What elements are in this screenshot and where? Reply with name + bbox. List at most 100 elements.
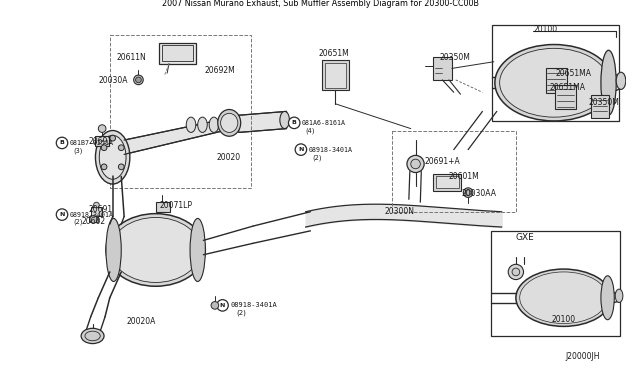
Text: B: B [292,121,296,125]
Bar [433,173,461,191]
Text: 081B7-0251A: 081B7-0251A [70,140,114,146]
Ellipse shape [198,117,207,132]
Circle shape [56,137,68,149]
Bar [324,62,346,87]
Ellipse shape [615,289,623,302]
Bar [322,60,349,90]
Text: N: N [60,212,65,217]
Text: J20000JH: J20000JH [566,353,600,362]
Circle shape [134,75,143,85]
Circle shape [512,268,520,276]
Text: 081A6-8161A: 081A6-8161A [302,120,346,126]
Bar [159,43,196,64]
Text: 20020A: 20020A [126,317,156,326]
Text: 08918-3401A: 08918-3401A [70,212,114,218]
Bar [555,85,576,109]
Text: 08918-3401A: 08918-3401A [308,147,353,153]
Circle shape [136,77,141,83]
Ellipse shape [601,276,614,320]
Text: 20030AA: 20030AA [461,189,497,198]
Text: 20602: 20602 [81,217,105,226]
Text: 20692M: 20692M [204,66,235,75]
Circle shape [407,155,424,173]
Text: N: N [298,147,303,152]
Circle shape [411,159,420,169]
Text: 20691: 20691 [89,138,113,147]
Circle shape [508,264,524,280]
Text: 20651MA: 20651MA [549,83,586,92]
Text: 20691+A: 20691+A [424,157,460,166]
Ellipse shape [209,117,219,132]
Ellipse shape [190,218,205,282]
Ellipse shape [616,72,626,89]
Text: 20691: 20691 [89,205,113,214]
Polygon shape [124,119,252,154]
Text: 2007 Nissan Murano Exhaust, Sub Muffler Assembly Diagram for 20300-CC00B: 2007 Nissan Murano Exhaust, Sub Muffler … [161,0,479,8]
Text: B: B [60,141,65,145]
Circle shape [289,117,300,129]
Text: 20651MA: 20651MA [555,69,591,78]
Bar [110,35,252,188]
Text: 20071LP: 20071LP [159,201,193,209]
Ellipse shape [218,109,241,136]
Text: N: N [220,303,225,308]
Text: 20601M: 20601M [449,172,480,181]
Circle shape [99,125,106,132]
Bar [436,176,458,188]
Text: 20300N: 20300N [385,207,415,216]
Ellipse shape [95,131,130,184]
Ellipse shape [500,48,609,117]
Text: GXE: GXE [516,233,534,242]
Text: (2): (2) [74,219,83,225]
Ellipse shape [221,113,238,132]
Circle shape [56,209,68,220]
Ellipse shape [85,331,100,341]
Ellipse shape [495,45,613,121]
Text: 20350M: 20350M [589,98,620,107]
Circle shape [465,190,471,196]
Ellipse shape [106,214,205,286]
Circle shape [101,164,107,170]
Ellipse shape [106,218,121,282]
Text: (4): (4) [306,127,315,134]
Text: 20350M: 20350M [440,54,470,62]
Text: (3): (3) [74,147,83,154]
Ellipse shape [186,117,196,132]
Bar [433,57,452,80]
Polygon shape [239,111,287,132]
Text: (2): (2) [236,310,246,316]
Bar [545,68,566,93]
Circle shape [90,215,97,223]
Ellipse shape [280,111,289,129]
Bar [91,207,102,215]
Bar [156,202,170,212]
Ellipse shape [81,328,104,344]
Bar [163,45,193,61]
Ellipse shape [99,135,126,179]
Circle shape [93,202,99,208]
Bar [492,25,619,121]
Ellipse shape [111,218,200,282]
Text: 20100: 20100 [533,25,557,34]
Bar [392,131,516,212]
Text: 20651M: 20651M [318,49,349,58]
Circle shape [295,144,307,155]
Ellipse shape [516,269,611,326]
Circle shape [101,145,107,151]
Circle shape [217,299,228,311]
Circle shape [118,145,124,151]
Ellipse shape [520,272,607,324]
Text: 20100: 20100 [551,315,575,324]
Text: 20020: 20020 [217,153,241,162]
Text: (2): (2) [312,154,322,161]
Circle shape [110,135,116,141]
Bar [95,136,109,146]
Bar [89,215,99,222]
Bar [491,231,620,336]
Text: 20611N: 20611N [116,54,146,62]
Text: 08918-3401A: 08918-3401A [230,302,277,308]
Circle shape [118,164,124,170]
Text: 20030A: 20030A [99,76,128,85]
Circle shape [211,302,219,309]
Bar [591,95,609,118]
